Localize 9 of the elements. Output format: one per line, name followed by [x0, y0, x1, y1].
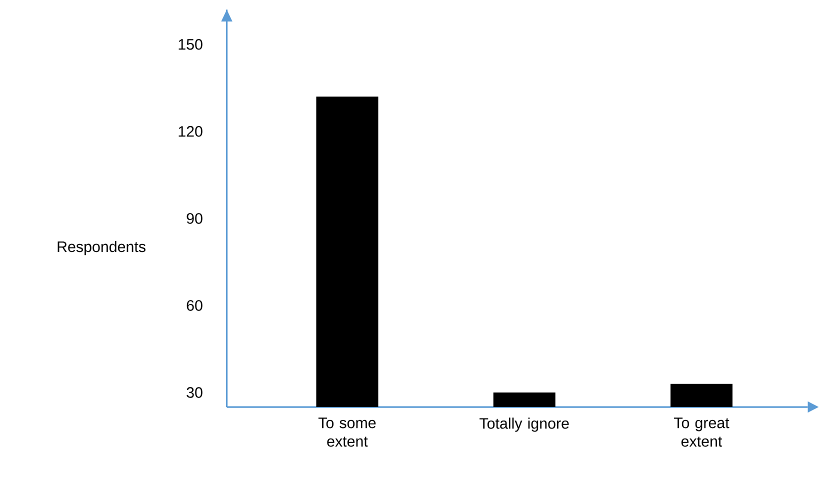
y-tick-label: 60 [186, 300, 202, 311]
y-tick-label: 30 [186, 386, 202, 398]
y-axis-title: Respondents [58, 240, 146, 255]
x-tick-label: To some extent [318, 417, 376, 447]
y-tick-label: 150 [178, 38, 202, 50]
y-tick-label: 120 [178, 126, 202, 137]
y-tick-label: 90 [186, 212, 202, 224]
x-tick-label: Totally ignore [480, 417, 569, 432]
x-tick-label: To great extent [674, 417, 730, 447]
